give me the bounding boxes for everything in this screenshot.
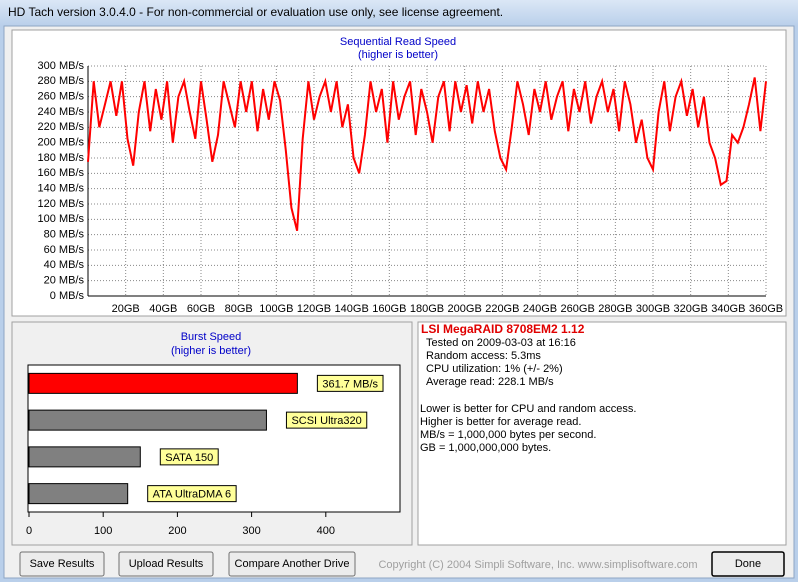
x-tick-label: 180GB [410, 303, 444, 315]
chart-title: Sequential Read Speed [340, 36, 456, 48]
y-tick-label: 300 MB/s [38, 60, 85, 72]
y-tick-label: 240 MB/s [38, 106, 85, 118]
x-tick-label: 360GB [749, 303, 783, 315]
bar [28, 372, 298, 394]
y-tick-label: 60 MB/s [44, 244, 85, 256]
chart-title: Burst Speed [181, 331, 242, 343]
y-tick-label: 40 MB/s [44, 259, 85, 271]
y-tick-label: 280 MB/s [38, 75, 85, 87]
y-tick-label: 200 MB/s [38, 137, 85, 149]
read-panel [11, 29, 787, 317]
x-tick-label: 200GB [448, 303, 482, 315]
y-tick-label: 180 MB/s [38, 152, 85, 164]
label-box [316, 374, 384, 392]
label-box [285, 411, 368, 429]
button-label[interactable]: Save Results [30, 558, 95, 570]
bar [28, 446, 141, 468]
label-box [147, 485, 237, 503]
x-tick-label: 300 [242, 525, 260, 537]
x-tick-label: 400 [317, 525, 335, 537]
note-line: GB = 1,000,000,000 bytes. [420, 442, 551, 454]
y-tick-label: 140 MB/s [38, 183, 85, 195]
note-line: Lower is better for CPU and random acces… [420, 403, 636, 415]
y-tick-label: 100 MB/s [38, 213, 85, 225]
info-panel [417, 321, 787, 546]
drive-name: LSI MegaRAID 8708EM2 1.12 [421, 322, 585, 336]
y-tick-label: 160 MB/s [38, 167, 85, 179]
value-label: 361.7 MB/s [322, 378, 378, 390]
x-tick-label: 100 [94, 525, 112, 537]
chart-subtitle: (higher is better) [171, 345, 251, 357]
category-label: SATA 150 [165, 452, 213, 464]
note-line: MB/s = 1,000,000 bytes per second. [420, 429, 596, 441]
y-tick-label: 80 MB/s [44, 229, 85, 241]
x-tick-label: 20GB [112, 303, 140, 315]
window-title: HD Tach version 3.0.4.0 - For non-commer… [8, 5, 503, 19]
x-tick-label: 280GB [598, 303, 632, 315]
category-label: ATA UltraDMA 6 [153, 489, 231, 501]
y-tick-label: 220 MB/s [38, 121, 85, 133]
y-tick-label: 20 MB/s [44, 275, 85, 287]
read-line [87, 77, 767, 232]
x-tick-label: 60GB [187, 303, 215, 315]
x-tick-label: 300GB [636, 303, 670, 315]
chart-subtitle: (higher is better) [358, 49, 438, 61]
x-tick-label: 220GB [485, 303, 519, 315]
x-tick-label: 0 [26, 525, 32, 537]
x-tick-label: 120GB [297, 303, 331, 315]
x-tick-label: 240GB [523, 303, 557, 315]
copyright: Copyright (C) 2004 Simpli Software, Inc.… [378, 559, 697, 571]
info-line: Tested on 2009-03-03 at 16:16 [426, 337, 576, 349]
button[interactable]: Done [711, 551, 785, 577]
title-bar [0, 0, 798, 26]
button-label[interactable]: Upload Results [129, 558, 204, 570]
button-label[interactable]: Compare Another Drive [235, 558, 350, 570]
y-tick-label: 120 MB/s [38, 198, 85, 210]
button-label[interactable]: Done [735, 558, 761, 570]
y-tick-label: 260 MB/s [38, 91, 85, 103]
note-line: Higher is better for average read. [420, 416, 581, 428]
x-tick-label: 160GB [372, 303, 406, 315]
x-tick-label: 340GB [711, 303, 745, 315]
x-tick-label: 140GB [335, 303, 369, 315]
x-tick-label: 40GB [149, 303, 177, 315]
button[interactable]: Upload Results [118, 551, 214, 577]
label-box [159, 448, 219, 466]
y-tick-label: 0 MB/s [50, 290, 85, 302]
x-tick-label: 260GB [561, 303, 595, 315]
bar [28, 483, 129, 505]
x-tick-label: 80GB [225, 303, 253, 315]
info-line: Average read: 228.1 MB/s [426, 376, 554, 388]
x-tick-label: 100GB [259, 303, 293, 315]
info-line: CPU utilization: 1% (+/- 2%) [426, 363, 563, 375]
info-line: Random access: 5.3ms [426, 350, 541, 362]
x-tick-label: 320GB [674, 303, 708, 315]
category-label: SCSI Ultra320 [291, 415, 361, 427]
bar [28, 409, 267, 431]
button[interactable]: Save Results [19, 551, 105, 577]
button[interactable]: Compare Another Drive [228, 551, 356, 577]
x-tick-label: 200 [168, 525, 186, 537]
